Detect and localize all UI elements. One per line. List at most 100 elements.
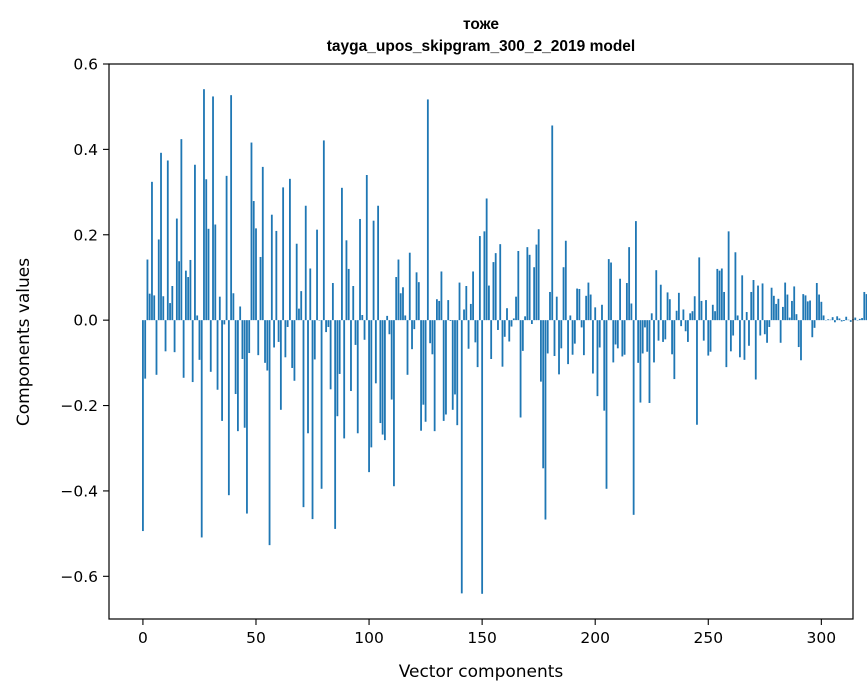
- bar: [309, 268, 312, 321]
- bar: [671, 320, 673, 355]
- bar: [474, 320, 477, 343]
- bar: [587, 282, 590, 321]
- bar: [809, 300, 811, 321]
- bar: [804, 295, 807, 321]
- bar: [635, 221, 637, 321]
- bar: [793, 286, 796, 321]
- bar: [194, 164, 196, 321]
- bar: [818, 294, 820, 321]
- bar: [589, 294, 592, 321]
- bar: [361, 315, 364, 321]
- x-axis-ticks: 0 50 100 150 200 250 300: [138, 619, 836, 647]
- bar: [858, 318, 861, 321]
- bar: [350, 320, 352, 392]
- bar: [641, 320, 644, 354]
- bar: [580, 320, 583, 328]
- bar: [521, 320, 524, 351]
- bar: [763, 320, 766, 335]
- bar: [184, 270, 187, 321]
- bar: [175, 218, 178, 321]
- bar: [200, 320, 203, 538]
- bar: [259, 256, 262, 321]
- bar: [203, 89, 205, 321]
- bar: [770, 287, 773, 321]
- bar: [533, 267, 536, 321]
- bar: [402, 287, 404, 321]
- bar: [598, 320, 601, 348]
- bar: [666, 292, 669, 321]
- bar: [413, 320, 416, 330]
- bar: [551, 125, 554, 321]
- bar: [761, 283, 764, 321]
- bar: [759, 320, 762, 336]
- bar: [680, 320, 683, 327]
- bar: [573, 320, 576, 344]
- bar: [160, 152, 162, 321]
- bar: [526, 247, 529, 321]
- bar: [359, 218, 361, 321]
- bar: [411, 320, 413, 350]
- bar: [854, 317, 857, 321]
- y-axis-ticks: −0.6 −0.4 −0.2 0.0 0.2 0.4 0.6: [60, 56, 109, 586]
- bar: [784, 282, 787, 321]
- bar: [436, 299, 438, 321]
- bar: [483, 231, 486, 321]
- bar: [440, 271, 443, 321]
- bar: [327, 320, 330, 327]
- bar: [689, 313, 692, 321]
- bar: [347, 268, 350, 321]
- bar: [178, 261, 181, 321]
- bar: [786, 294, 789, 321]
- bar: [734, 252, 737, 321]
- bar: [279, 320, 282, 410]
- bar: [329, 320, 332, 390]
- bar: [725, 320, 728, 368]
- x-tick-label: 50: [246, 629, 266, 647]
- bar: [592, 320, 594, 374]
- bar: [707, 320, 710, 356]
- bar: [363, 320, 366, 340]
- bar: [709, 320, 712, 352]
- bar: [754, 320, 757, 380]
- bar: [555, 296, 558, 321]
- bar: [662, 320, 664, 342]
- bar: [741, 275, 744, 321]
- bar: [275, 230, 278, 321]
- y-tick-label: 0.0: [73, 312, 98, 330]
- bar: [334, 320, 337, 529]
- bar: [791, 300, 793, 321]
- bar: [806, 301, 809, 321]
- x-axis-label: Vector components: [399, 662, 564, 682]
- bar: [845, 316, 848, 321]
- bar: [607, 259, 610, 321]
- bar: [576, 288, 579, 321]
- bar: [506, 308, 508, 321]
- bar: [811, 320, 814, 338]
- bar: [417, 282, 420, 321]
- bar: [248, 320, 251, 354]
- bar: [501, 320, 504, 367]
- bar: [490, 320, 493, 359]
- plot-frame: [108, 63, 854, 620]
- bar: [659, 284, 662, 321]
- bar: [171, 286, 174, 321]
- bar: [212, 96, 214, 321]
- y-tick-label: −0.6: [60, 568, 98, 586]
- bar: [768, 320, 771, 327]
- bar: [653, 320, 655, 363]
- y-tick-label: 0.4: [73, 141, 98, 159]
- bar: [736, 315, 739, 321]
- bar: [655, 270, 658, 321]
- bar: [205, 179, 208, 321]
- bar: [356, 320, 359, 434]
- bar: [162, 296, 165, 321]
- bar: [802, 294, 805, 321]
- bar: [218, 296, 221, 321]
- bar: [148, 293, 151, 321]
- bar: [368, 320, 370, 473]
- bar: [549, 291, 551, 321]
- bar: [302, 320, 305, 508]
- bar: [151, 181, 153, 321]
- bar: [772, 295, 775, 321]
